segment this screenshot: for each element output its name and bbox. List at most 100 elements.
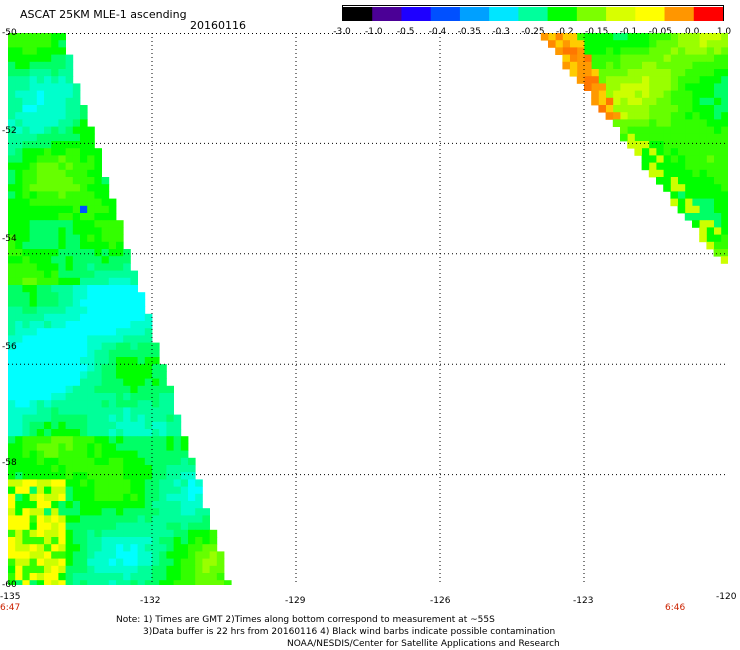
swath-cell xyxy=(87,508,95,516)
colorbar-tick-label: -0.05 xyxy=(648,27,672,37)
swath-cell xyxy=(101,328,110,336)
swath-cell xyxy=(36,529,45,538)
swath-cell xyxy=(663,90,671,99)
swath-cell xyxy=(699,191,707,199)
swath-cell xyxy=(87,256,95,264)
swath-cell xyxy=(22,126,30,135)
swath-cell xyxy=(116,313,124,322)
swath-cell xyxy=(44,213,52,221)
swath-cell xyxy=(29,249,38,257)
colorbar-swatch xyxy=(664,7,695,21)
swath-cell xyxy=(123,544,131,552)
swath-cell xyxy=(80,321,88,329)
swath-cell xyxy=(720,205,728,214)
swath-cell xyxy=(94,205,102,214)
swath-cell xyxy=(51,83,59,91)
swath-cell xyxy=(152,479,160,487)
swath-cell xyxy=(101,270,110,279)
swath-cell xyxy=(36,184,45,192)
swath-cell xyxy=(87,234,95,243)
swath-cell xyxy=(72,234,81,243)
swath-cell xyxy=(713,112,722,120)
swath-cell xyxy=(101,479,110,487)
swath-cell xyxy=(152,436,160,444)
swath-cell xyxy=(692,133,700,142)
swath-cell xyxy=(108,313,117,322)
swath-cell xyxy=(58,256,66,264)
swath-cell xyxy=(65,457,74,466)
lat-label-56: -56 xyxy=(2,342,17,352)
swath-cell xyxy=(180,508,189,516)
swath-cell xyxy=(144,544,153,552)
swath-cell xyxy=(605,47,614,55)
swath-cell xyxy=(116,400,124,408)
swath-cell xyxy=(87,486,95,495)
map-canvas[interactable] xyxy=(8,33,728,585)
swath-cell xyxy=(36,54,45,63)
colorbar-swatch xyxy=(606,7,636,21)
swath-cell xyxy=(641,40,650,48)
swath-cell xyxy=(656,155,664,163)
swath-cell xyxy=(692,205,700,214)
swath-cell xyxy=(15,198,23,207)
swath-cell xyxy=(641,133,650,142)
swath-cell xyxy=(152,349,160,358)
swath-cell xyxy=(22,263,30,271)
swath-cell xyxy=(51,580,59,585)
swath-cell xyxy=(209,551,218,559)
swath-cell xyxy=(612,40,621,48)
swath-cell xyxy=(641,54,650,63)
swath-cell xyxy=(22,508,30,516)
swath-cell xyxy=(677,184,686,192)
swath-cell xyxy=(209,537,218,545)
swath-cell xyxy=(22,472,30,480)
swath-cell xyxy=(144,558,153,567)
swath-cell xyxy=(51,400,59,408)
swath-cell xyxy=(641,162,650,171)
swath-cell xyxy=(8,234,16,243)
swath-cell xyxy=(80,335,88,343)
swath-cell xyxy=(65,285,74,293)
swath-cell xyxy=(51,529,59,538)
swath-cell xyxy=(80,457,88,466)
swath-cell xyxy=(58,407,66,415)
map-plot[interactable] xyxy=(8,33,728,585)
swath-cell xyxy=(15,162,23,171)
swath-cell xyxy=(699,61,707,70)
swath-cell xyxy=(87,342,95,351)
swath-cell xyxy=(15,119,23,127)
swath-cell xyxy=(22,328,30,336)
swath-cell xyxy=(22,133,30,142)
swath-cell xyxy=(188,558,196,567)
swath-cell xyxy=(692,155,700,163)
swath-cell xyxy=(144,537,153,545)
swath-cell xyxy=(51,328,59,336)
swath-cell xyxy=(684,205,693,214)
swath-cell xyxy=(123,522,131,531)
swath-cell xyxy=(620,83,628,91)
swath-cell xyxy=(8,357,16,365)
swath-cell xyxy=(123,443,131,451)
swath-cell xyxy=(670,47,678,55)
swath-cell xyxy=(159,385,167,394)
colorbar-swatch xyxy=(635,7,666,21)
swath-cell xyxy=(44,83,52,91)
swath-cell xyxy=(72,414,81,423)
lat-label-60: -60 xyxy=(2,580,17,590)
swath-cell xyxy=(677,76,686,84)
swath-cell xyxy=(562,33,570,41)
swath-cell xyxy=(58,169,66,178)
swath-cell xyxy=(713,227,722,235)
swath-cell xyxy=(137,529,146,538)
swath-cell xyxy=(29,342,38,351)
swath-cell xyxy=(641,76,650,84)
swath-cell xyxy=(663,61,671,70)
swath-cell xyxy=(152,465,160,473)
swath-cell xyxy=(123,551,131,559)
swath-cell xyxy=(620,33,628,41)
swath-cell xyxy=(87,421,95,430)
swath-cell xyxy=(80,299,88,307)
swath-cell xyxy=(36,263,45,271)
swath-cell xyxy=(51,198,59,207)
colorbar-swatches xyxy=(343,7,724,21)
